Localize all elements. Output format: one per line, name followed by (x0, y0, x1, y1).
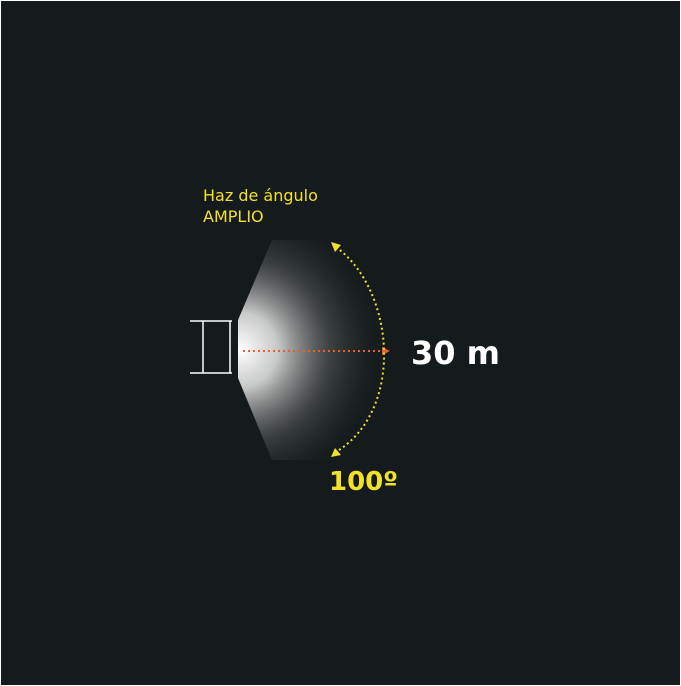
angle-arc (335, 246, 386, 453)
beam-label: AMPLIO (203, 207, 264, 226)
lamp-icon (190, 320, 232, 374)
angle-arrowhead-bottom (331, 448, 341, 457)
distance-label: 30 m (411, 334, 500, 372)
beam-label: Haz de ángulo (203, 186, 318, 205)
angle-arrowhead-top (331, 242, 341, 252)
angle-label: 100º (329, 467, 398, 497)
